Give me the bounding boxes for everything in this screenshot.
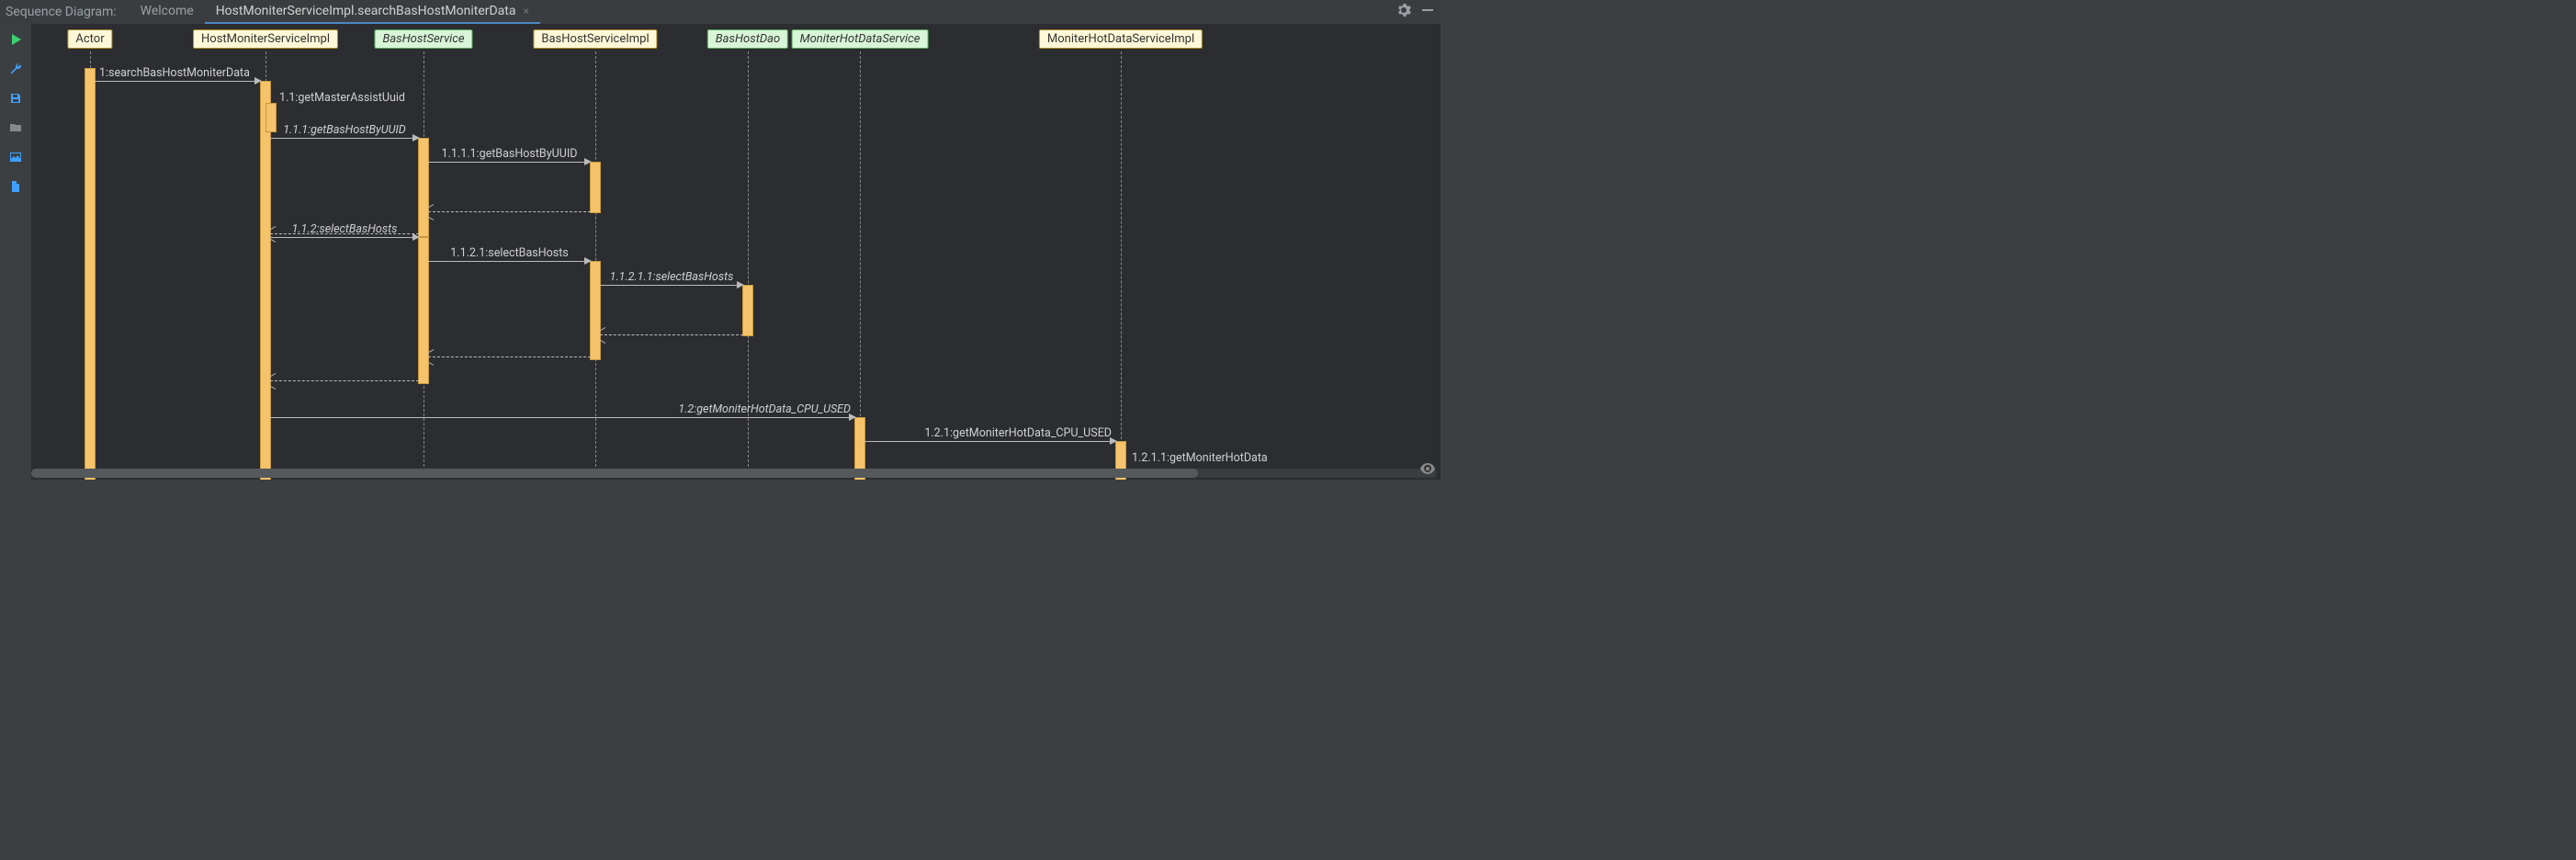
arrowhead-icon (584, 257, 592, 265)
arrowhead-icon (427, 208, 435, 217)
message-label: 1.1.1:getBasHostByUUID (283, 123, 406, 137)
message-label: 1.1.2.1:selectBasHosts (450, 246, 568, 260)
top-bar: Sequence Diagram: Welcome HostMoniterServ… (0, 0, 1441, 25)
message-line (864, 441, 1116, 442)
message-line (600, 285, 743, 286)
tab-0[interactable]: Welcome (130, 0, 205, 24)
lifeline-line (860, 51, 861, 467)
message-line (428, 162, 591, 163)
lifeline-head-bhsi[interactable]: BasHostServiceImpl (533, 29, 657, 49)
activation-bar (418, 138, 429, 237)
scrollbar-thumb[interactable] (31, 469, 1198, 478)
panel-title: Sequence Diagram: (6, 5, 117, 19)
image-icon[interactable] (7, 149, 24, 165)
app-root: Sequence Diagram: Welcome HostMoniterServ… (0, 0, 1441, 480)
tab-bar: Welcome HostMoniterServiceImpl.searchBasH… (130, 0, 540, 24)
tab-1[interactable]: HostMoniterServiceImpl.searchBasHostMoni… (205, 0, 540, 24)
arrowhead-icon (412, 134, 420, 141)
arrowhead-icon (427, 353, 435, 362)
save-icon[interactable] (7, 90, 24, 107)
minimize-icon[interactable] (1420, 3, 1435, 21)
sequence-canvas[interactable]: Actor HostMoniterServiceImpl BasHostServic… (31, 24, 1441, 480)
message-label: 1:searchBasHostMoniterData (99, 66, 250, 80)
message-label: 1.1.2.1.1:selectBasHosts (610, 270, 734, 284)
arrowhead-icon (599, 331, 606, 340)
tab-label: HostMoniterServiceImpl.searchBasHostMoni… (216, 4, 516, 18)
gear-icon[interactable] (1396, 3, 1411, 21)
message-line (270, 237, 419, 238)
lifeline-head-mhds[interactable]: MoniterHotDataService (792, 29, 929, 49)
message-line (270, 380, 419, 381)
arrowhead-icon (737, 281, 744, 289)
activation-bar (266, 103, 277, 132)
lifeline-line (595, 51, 596, 467)
close-icon[interactable]: × (524, 5, 529, 17)
message-label: 1.1:getMasterAssistUuid (279, 91, 405, 105)
lifeline-head-mhdsi[interactable]: MoniterHotDataServiceImpl (1039, 29, 1203, 49)
message-line (270, 138, 419, 139)
sidebar (0, 24, 31, 480)
message-label: 1.2:getMoniterHotData_CPU_USED (678, 402, 851, 416)
eye-icon[interactable] (1420, 463, 1435, 478)
activation-bar (590, 261, 601, 360)
file-icon[interactable] (7, 178, 24, 195)
message-label: 1.1.1.1:getBasHostByUUID (442, 147, 578, 161)
message-line (428, 356, 591, 357)
folder-icon[interactable] (7, 119, 24, 136)
message-line (600, 334, 743, 335)
activation-bar (590, 162, 601, 213)
lifeline-head-bhd[interactable]: BasHostDao (707, 29, 788, 49)
message-line (95, 81, 261, 82)
message-label: 1.2.1.1:getMoniterHotData (1132, 451, 1268, 465)
arrowhead-icon (254, 77, 262, 85)
topright-controls (1396, 0, 1435, 24)
message-label: 1.2.1:getMoniterHotData_CPU_USED (924, 426, 1112, 440)
arrowhead-icon (269, 377, 277, 386)
tab-label: Welcome (141, 4, 194, 18)
activation-bar (742, 285, 753, 336)
activation-bar (260, 81, 271, 480)
lifeline-head-actor[interactable]: Actor (67, 29, 112, 49)
lifeline-line (1121, 51, 1122, 467)
arrowhead-icon (412, 233, 420, 241)
wrench-icon[interactable] (7, 61, 24, 77)
lifeline-head-hmsi[interactable]: HostMoniterServiceImpl (193, 29, 338, 49)
body: Actor HostMoniterServiceImpl BasHostServic… (0, 24, 1441, 480)
message-line (428, 261, 591, 262)
play-icon[interactable] (7, 31, 24, 48)
activation-bar (85, 68, 96, 480)
horizontal-scrollbar[interactable] (31, 469, 1437, 478)
canvas-wrap: Actor HostMoniterServiceImpl BasHostServic… (31, 24, 1441, 480)
message-label: 1.1.2:selectBasHosts (292, 222, 398, 236)
message-line (428, 211, 591, 212)
lifeline-head-bhs[interactable]: BasHostService (374, 29, 472, 49)
message-line (270, 417, 855, 418)
arrowhead-icon (584, 158, 592, 165)
